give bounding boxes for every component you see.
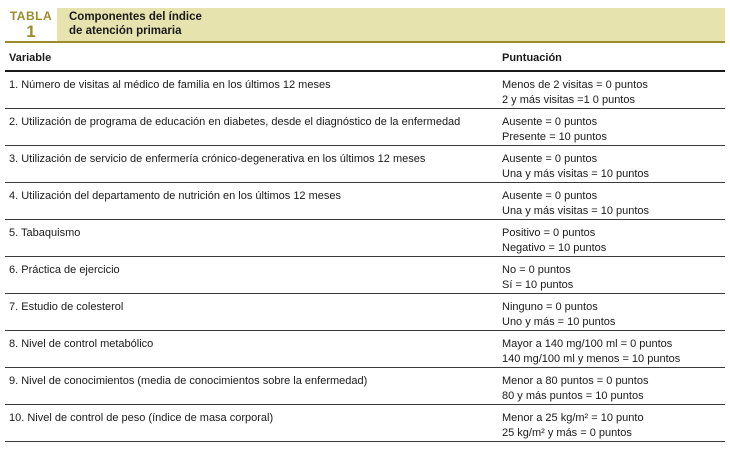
row-variable: 4. Utilización del departamento de nutri… <box>9 190 342 202</box>
row-score: Menor a 80 puntos = 0 puntos 80 y más pun… <box>502 374 725 404</box>
row-score: Ninguno = 0 puntos Uno y más = 10 puntos <box>502 300 725 330</box>
tabla-word: TABLA <box>9 9 53 23</box>
table-row: 5. Tabaquismo Positivo = 0 puntos Negativ… <box>5 220 725 257</box>
table-row: 2. Utilización de programa de educación … <box>5 109 725 146</box>
row-score: Ausente = 0 puntos Una y más visitas = 10… <box>502 189 725 219</box>
row-variable: 9. Nivel de conocimientos (media de cono… <box>9 375 368 387</box>
score-line: Negativo = 10 puntos <box>502 242 607 254</box>
score-line: Menor a 25 kg/m² = 10 punto <box>502 412 644 424</box>
score-line: Positivo = 0 puntos <box>502 227 596 239</box>
score-line: Sí = 10 puntos <box>502 279 574 291</box>
table-row: 3. Utilización de servicio de enfermería… <box>5 146 725 183</box>
row-score: No = 0 puntos Sí = 10 puntos <box>502 263 725 293</box>
score-line: Ninguno = 0 puntos <box>502 301 598 313</box>
score-line: Menor a 80 puntos = 0 puntos <box>502 375 649 387</box>
table-row: 4. Utilización del departamento de nutri… <box>5 183 725 220</box>
score-line: Ausente = 0 puntos <box>502 116 598 128</box>
row-variable: 8. Nivel de control metabólico <box>9 338 154 350</box>
row-score: Ausente = 0 puntos Una y más visitas = 10… <box>502 152 725 182</box>
row-variable: 1. Número de visitas al médico de famili… <box>9 79 331 91</box>
table-row: 7. Estudio de colesterol Ninguno = 0 pun… <box>5 294 725 331</box>
table-number-label: TABLA 1 <box>5 8 57 41</box>
row-score: Positivo = 0 puntos Negativo = 10 puntos <box>502 226 725 256</box>
table-row: 10. Nivel de control de peso (índice de … <box>5 405 725 442</box>
table-title-banner: Componentes del índice de atención prima… <box>57 8 725 41</box>
row-variable: 6. Práctica de ejercicio <box>9 264 120 276</box>
row-score: Menor a 25 kg/m² = 10 punto 25 kg/m² y má… <box>502 411 725 441</box>
tabla-number: 1 <box>26 22 36 41</box>
table-row: 6. Práctica de ejercicio No = 0 puntos Sí… <box>5 257 725 294</box>
table-body: 1. Número de visitas al médico de famili… <box>5 72 725 442</box>
score-line: 140 mg/100 ml y menos = 10 puntos <box>502 353 681 365</box>
score-line: Ausente = 0 puntos <box>502 153 598 165</box>
table-row: 8. Nivel de control metabólico Mayor a 1… <box>5 331 725 368</box>
row-score: Ausente = 0 puntos Presente = 10 puntos <box>502 115 725 145</box>
score-line: Una y más visitas = 10 puntos <box>502 205 650 217</box>
score-line: Menos de 2 visitas = 0 puntos <box>502 79 648 91</box>
row-variable: 10. Nivel de control de peso (índice de … <box>9 412 274 424</box>
score-line: No = 0 puntos <box>502 264 571 276</box>
row-variable: 7. Estudio de colesterol <box>9 301 124 313</box>
column-headers: Variable Puntuación <box>5 43 725 72</box>
score-line: 2 y más visitas =1 0 puntos <box>502 94 635 106</box>
row-score: Menos de 2 visitas = 0 puntos 2 y más vis… <box>502 78 725 108</box>
row-variable: 5. Tabaquismo <box>9 227 81 239</box>
table-row: 1. Número de visitas al médico de famili… <box>5 72 725 109</box>
row-variable: 2. Utilización de programa de educación … <box>9 116 461 128</box>
column-header-score: Puntuación <box>502 52 562 64</box>
score-line: 80 y más puntos = 10 puntos <box>502 390 644 402</box>
column-header-variable: Variable <box>9 52 52 64</box>
score-line: Presente = 10 puntos <box>502 131 607 143</box>
score-line: Ausente = 0 puntos <box>502 190 598 202</box>
row-variable: 3. Utilización de servicio de enfermería… <box>9 153 426 165</box>
score-line: Una y más visitas = 10 puntos <box>502 168 650 180</box>
score-line: Mayor a 140 mg/100 ml = 0 puntos <box>502 338 673 350</box>
score-line: Uno y más = 10 puntos <box>502 316 616 328</box>
table-title-line2: de atención primaria <box>69 24 182 37</box>
row-score: Mayor a 140 mg/100 ml = 0 puntos 140 mg/1… <box>502 337 725 367</box>
score-line: 25 kg/m² y más = 0 puntos <box>502 427 632 439</box>
table-row: 9. Nivel de conocimientos (media de cono… <box>5 368 725 405</box>
table-title-line1: Componentes del índice <box>69 11 202 23</box>
table-caption: TABLA 1 Componentes del índice de atenci… <box>5 8 725 43</box>
